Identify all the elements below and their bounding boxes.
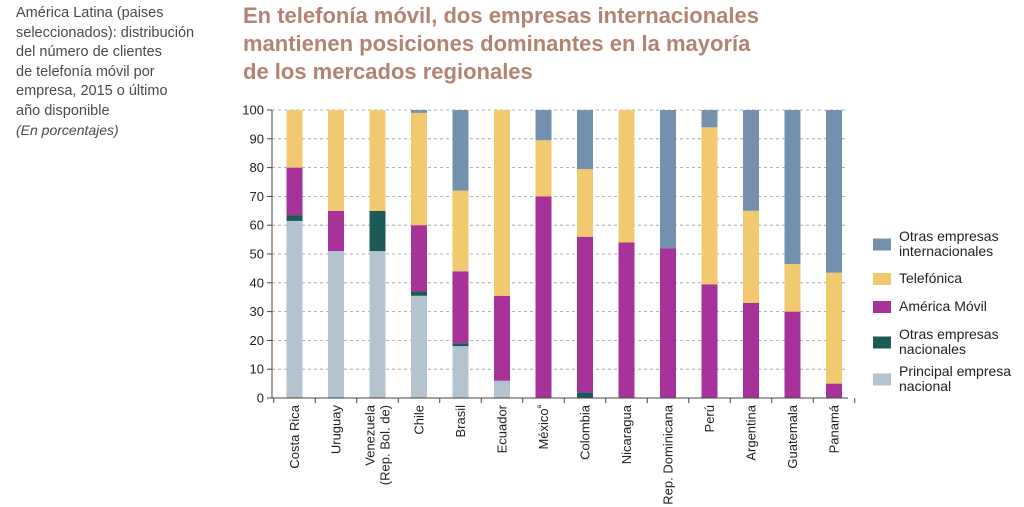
bar-segment-telefonica bbox=[411, 112, 427, 226]
bar-segment-otras_int bbox=[826, 110, 842, 273]
bar-segment-telefonica bbox=[286, 110, 303, 168]
chart-title: En telefonía móvil, dos empresas interna… bbox=[243, 2, 803, 86]
y-tick-label: 40 bbox=[250, 275, 264, 290]
bar-segment-otras_int bbox=[701, 110, 718, 128]
legend-swatch-america_movil bbox=[873, 301, 891, 313]
x-tick-label: Guatemala bbox=[785, 404, 800, 468]
bar-segment-america_movil bbox=[452, 271, 469, 344]
bar-segment-otras_nac bbox=[286, 215, 303, 221]
title-line: En telefonía móvil, dos empresas interna… bbox=[243, 3, 759, 28]
x-tick-label: Chile bbox=[412, 405, 427, 435]
x-tick-label: Panamá bbox=[827, 404, 842, 453]
bar-segment-america_movil bbox=[701, 284, 718, 398]
bar-segment-otras_nac bbox=[369, 210, 386, 252]
x-tick-label: Perú bbox=[702, 405, 717, 432]
bar-segment-principal bbox=[286, 220, 303, 398]
bar-segment-america_movil bbox=[286, 167, 303, 216]
bar-segment-principal bbox=[452, 346, 469, 398]
bar-segment-otras_int bbox=[743, 110, 759, 211]
bar-segment-otras_int bbox=[535, 110, 552, 141]
bar-segment-america_movil bbox=[328, 210, 344, 252]
caption-line: año disponible bbox=[16, 102, 110, 119]
bar-segment-america_movil bbox=[743, 302, 759, 398]
bar-segment-telefonica bbox=[743, 210, 759, 303]
y-tick-label: 10 bbox=[250, 362, 264, 377]
bar-segment-otras_int bbox=[411, 110, 427, 113]
caption-line: empresa, 2015 o último bbox=[16, 83, 168, 99]
bar-segment-america_movil bbox=[660, 248, 676, 398]
legend-label: América Móvil bbox=[899, 298, 987, 314]
bar-segment-telefonica bbox=[577, 169, 593, 237]
y-tick-label: 60 bbox=[250, 218, 264, 233]
legend-label: Principal empresa nacional bbox=[899, 363, 1011, 394]
legend-swatch-telefonica bbox=[873, 273, 891, 285]
bar-segment-telefonica bbox=[826, 272, 842, 384]
chart-caption: América Latina (paises seleccionados): d… bbox=[16, 4, 231, 141]
x-tick-label: Ecuador bbox=[495, 404, 510, 453]
bar-segment-otras_nac bbox=[411, 291, 427, 296]
y-tick-label: 100 bbox=[242, 103, 264, 118]
x-tick-label: Méxicoª bbox=[536, 404, 551, 449]
bar-segment-telefonica bbox=[328, 110, 344, 211]
y-tick-label: 20 bbox=[250, 333, 264, 348]
bar-segment-otras_nac bbox=[577, 392, 593, 398]
bar-segment-america_movil bbox=[577, 236, 593, 393]
bar-segment-telefonica bbox=[369, 110, 386, 211]
title-line: de los mercados regionales bbox=[243, 59, 533, 84]
y-tick-label: 90 bbox=[250, 131, 264, 146]
x-tick-label: Rep. Dominicana bbox=[661, 404, 676, 504]
caption-units: (En porcentajes) bbox=[16, 122, 119, 138]
bar-segment-otras_int bbox=[452, 110, 469, 191]
title-line: mantienen posiciones dominantes en la ma… bbox=[243, 31, 751, 56]
legend-swatch-otras_int bbox=[873, 238, 891, 251]
y-tick-label: 0 bbox=[257, 391, 264, 406]
y-tick-label: 30 bbox=[250, 304, 264, 319]
caption-line: América Latina (paises bbox=[16, 5, 164, 21]
bar-segment-principal bbox=[369, 251, 386, 398]
y-tick-label: 80 bbox=[250, 160, 264, 175]
bar-segment-america_movil bbox=[826, 383, 842, 398]
bar-segment-telefonica bbox=[784, 264, 801, 312]
legend-label: Otras empresas nacionales bbox=[899, 326, 999, 357]
bar-segment-telefonica bbox=[494, 110, 510, 296]
y-tick-label: 50 bbox=[250, 247, 264, 262]
x-tick-label: Nicaragua bbox=[619, 404, 634, 464]
bar-segment-otras_int bbox=[660, 110, 676, 249]
bar-segment-telefonica bbox=[701, 127, 718, 285]
bar-segment-principal bbox=[411, 295, 427, 398]
bar-segment-otras_int bbox=[577, 110, 593, 170]
caption-line: del número de clientes bbox=[16, 44, 162, 60]
bar-segment-otras_nac bbox=[452, 343, 469, 347]
bar-segment-telefonica bbox=[618, 110, 635, 243]
bar-segment-principal bbox=[328, 251, 344, 398]
x-tick-label: Brasil bbox=[453, 405, 468, 438]
bar-segment-america_movil bbox=[784, 311, 801, 398]
legend-label: Otras empresas internacionales bbox=[899, 228, 999, 259]
x-tick-label: Argentina bbox=[744, 404, 759, 460]
bar-segment-america_movil bbox=[535, 196, 552, 398]
legend-label: Telefónica bbox=[899, 270, 962, 286]
bar-segment-america_movil bbox=[618, 242, 635, 398]
x-tick-label: Venezuela(Rep. Bol. de) bbox=[363, 404, 393, 485]
legend-swatch-otras_nac bbox=[873, 336, 891, 349]
bar-segment-telefonica bbox=[452, 190, 469, 272]
y-tick-label: 70 bbox=[250, 189, 264, 204]
bar-segment-telefonica bbox=[535, 140, 552, 197]
caption-line: de telefonía móvil por bbox=[16, 63, 155, 80]
bar-segment-america_movil bbox=[411, 225, 427, 292]
x-tick-label: Uruguay bbox=[329, 405, 344, 455]
bar-segment-america_movil bbox=[494, 295, 510, 381]
caption-line: seleccionados): distribución bbox=[16, 24, 195, 41]
bar-segment-otras_int bbox=[784, 110, 801, 265]
legend-swatch-principal bbox=[873, 373, 891, 386]
x-tick-label: Costa Rica bbox=[287, 404, 302, 468]
x-tick-label: Colombia bbox=[578, 404, 593, 460]
bar-segment-principal bbox=[494, 380, 510, 398]
